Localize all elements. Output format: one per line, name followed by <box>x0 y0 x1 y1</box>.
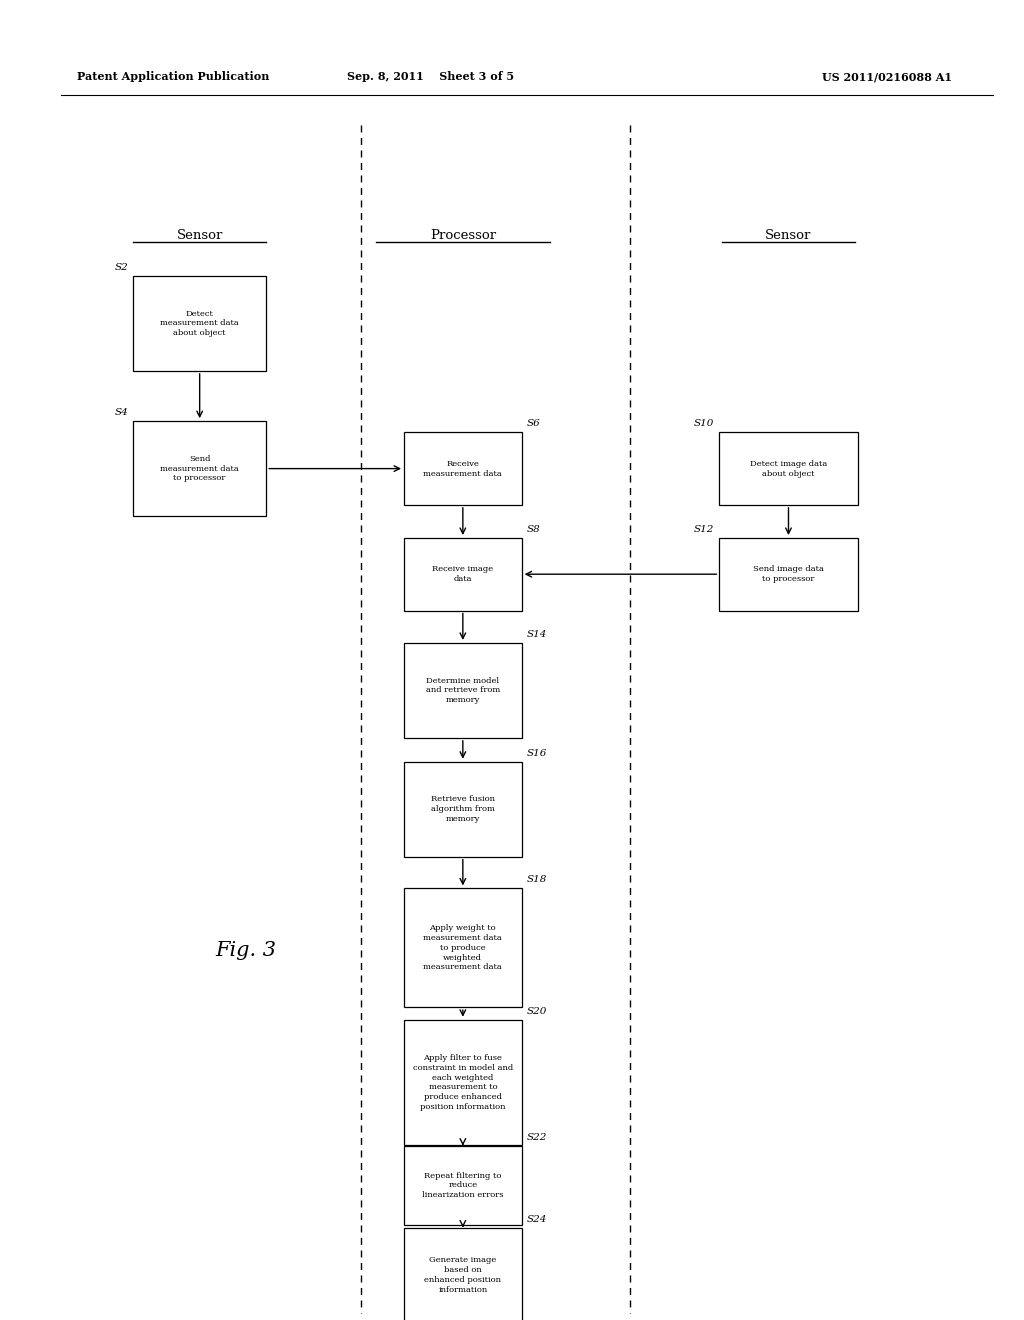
Text: Fig. 3: Fig. 3 <box>215 941 276 960</box>
Text: Detect
measurement data
about object: Detect measurement data about object <box>161 310 239 337</box>
Text: S8: S8 <box>527 525 541 535</box>
Bar <box>403 762 522 857</box>
Text: Sensor: Sensor <box>765 228 812 242</box>
Text: S20: S20 <box>527 1007 547 1016</box>
Bar <box>133 421 266 516</box>
Bar <box>403 539 522 610</box>
Text: Processor: Processor <box>430 228 496 242</box>
Text: S2: S2 <box>115 263 128 272</box>
Text: S24: S24 <box>527 1214 547 1224</box>
Bar <box>719 433 858 504</box>
Text: S22: S22 <box>527 1133 547 1142</box>
Text: Send
measurement data
to processor: Send measurement data to processor <box>161 455 239 482</box>
Text: S18: S18 <box>527 875 547 884</box>
Text: Patent Application Publication: Patent Application Publication <box>77 71 269 82</box>
Text: S10: S10 <box>694 420 715 428</box>
Text: Repeat filtering to
reduce
linearization errors: Repeat filtering to reduce linearization… <box>422 1172 504 1199</box>
Text: Receive
measurement data: Receive measurement data <box>424 459 502 478</box>
Text: Sep. 8, 2011    Sheet 3 of 5: Sep. 8, 2011 Sheet 3 of 5 <box>346 71 514 82</box>
Bar <box>133 276 266 371</box>
Text: Send image data
to processor: Send image data to processor <box>753 565 824 583</box>
Text: Sensor: Sensor <box>176 228 223 242</box>
Bar <box>403 643 522 738</box>
Text: Apply weight to
measurement data
to produce
weighted
measurement data: Apply weight to measurement data to prod… <box>424 924 502 972</box>
Text: S16: S16 <box>527 748 547 758</box>
Bar <box>403 1019 522 1144</box>
Text: Detect image data
about object: Detect image data about object <box>750 459 827 478</box>
Text: Retrieve fusion
algorithm from
memory: Retrieve fusion algorithm from memory <box>431 796 495 822</box>
Text: US 2011/0216088 A1: US 2011/0216088 A1 <box>822 71 952 82</box>
Bar <box>403 1228 522 1320</box>
Text: Apply filter to fuse
constraint in model and
each weighted
measurement to
produc: Apply filter to fuse constraint in model… <box>413 1053 513 1111</box>
Text: S6: S6 <box>527 420 541 428</box>
Bar <box>719 539 858 610</box>
Bar <box>403 888 522 1007</box>
Bar <box>403 433 522 504</box>
Text: Determine model
and retrieve from
memory: Determine model and retrieve from memory <box>426 677 500 704</box>
Text: S4: S4 <box>115 408 128 417</box>
Text: S14: S14 <box>527 630 547 639</box>
Text: Generate image
based on
enhanced position
information: Generate image based on enhanced positio… <box>424 1257 502 1294</box>
Text: Receive image
data: Receive image data <box>432 565 494 583</box>
Text: S12: S12 <box>694 525 715 535</box>
Bar <box>403 1146 522 1225</box>
